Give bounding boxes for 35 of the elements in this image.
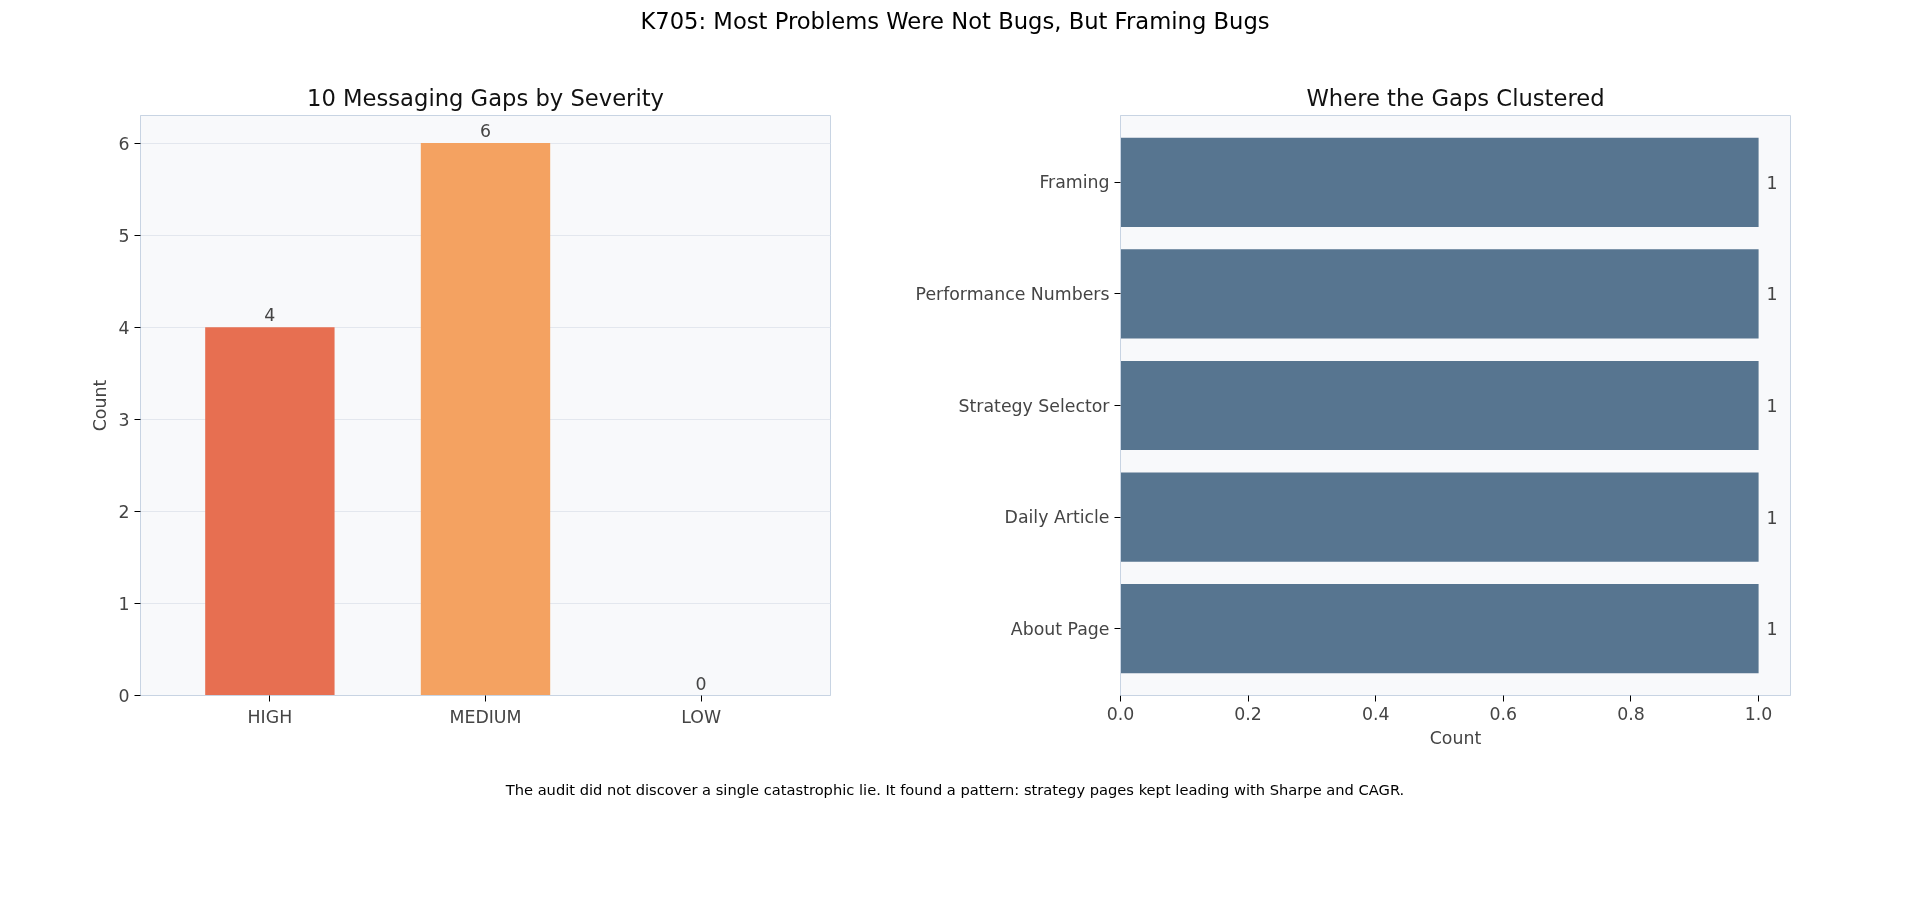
- text: K705: Most Problems Were Not Bugs, But Framing Bugs: [639, 7, 1271, 36]
- x-tick-label: 1.0: [1744, 703, 1773, 724]
- y-tick-label: Daily Article: [1004, 507, 1110, 528]
- data-label: 1: [1766, 619, 1778, 640]
- data-label: 6: [479, 121, 492, 142]
- data-label: 1: [1766, 172, 1778, 193]
- y-tick-label: Framing: [1039, 172, 1110, 193]
- y-tick-label: 0: [118, 686, 130, 706]
- y-tick-label: Performance Numbers: [915, 283, 1110, 304]
- text: The audit did not discover a single catastrophic lie. It found a pattern: strategy pages kept leading with Sharpe and CAGR.: [504, 780, 1406, 800]
- x-tick-label: 0.4: [1361, 703, 1390, 724]
- y-tick-label: 5: [118, 225, 130, 246]
- y-tick-label: 3: [118, 409, 130, 430]
- data-label: 4: [264, 305, 276, 326]
- x-axis-title: Count: [1429, 727, 1482, 748]
- x-tick-label: 0.8: [1617, 703, 1645, 724]
- y-tick-label: Strategy Selector: [958, 395, 1111, 416]
- data-label: 1: [1766, 284, 1778, 305]
- y-tick-label: About Page: [1010, 618, 1110, 639]
- x-tick-label: LOW: [681, 706, 722, 727]
- x-tick-label: HIGH: [247, 706, 293, 727]
- x-tick-label: 0.2: [1234, 703, 1262, 724]
- data-label: 1: [1766, 507, 1778, 528]
- y-tick-label: 1: [118, 593, 130, 614]
- y-tick-label: 4: [118, 317, 130, 338]
- chart-title: 10 Messaging Gaps by Severity: [306, 84, 665, 111]
- x-tick-label: MEDIUM: [449, 706, 522, 727]
- y-axis-title: Count: [90, 379, 111, 432]
- data-label: 0: [695, 673, 707, 694]
- data-label: 1: [1766, 396, 1778, 416]
- y-tick-label: 2: [118, 501, 130, 522]
- x-tick-label: 0.6: [1489, 703, 1518, 724]
- y-tick-label: 6: [118, 133, 130, 154]
- x-tick-label: 0.0: [1106, 703, 1135, 724]
- chart-title: Where the Gaps Clustered: [1306, 84, 1605, 111]
